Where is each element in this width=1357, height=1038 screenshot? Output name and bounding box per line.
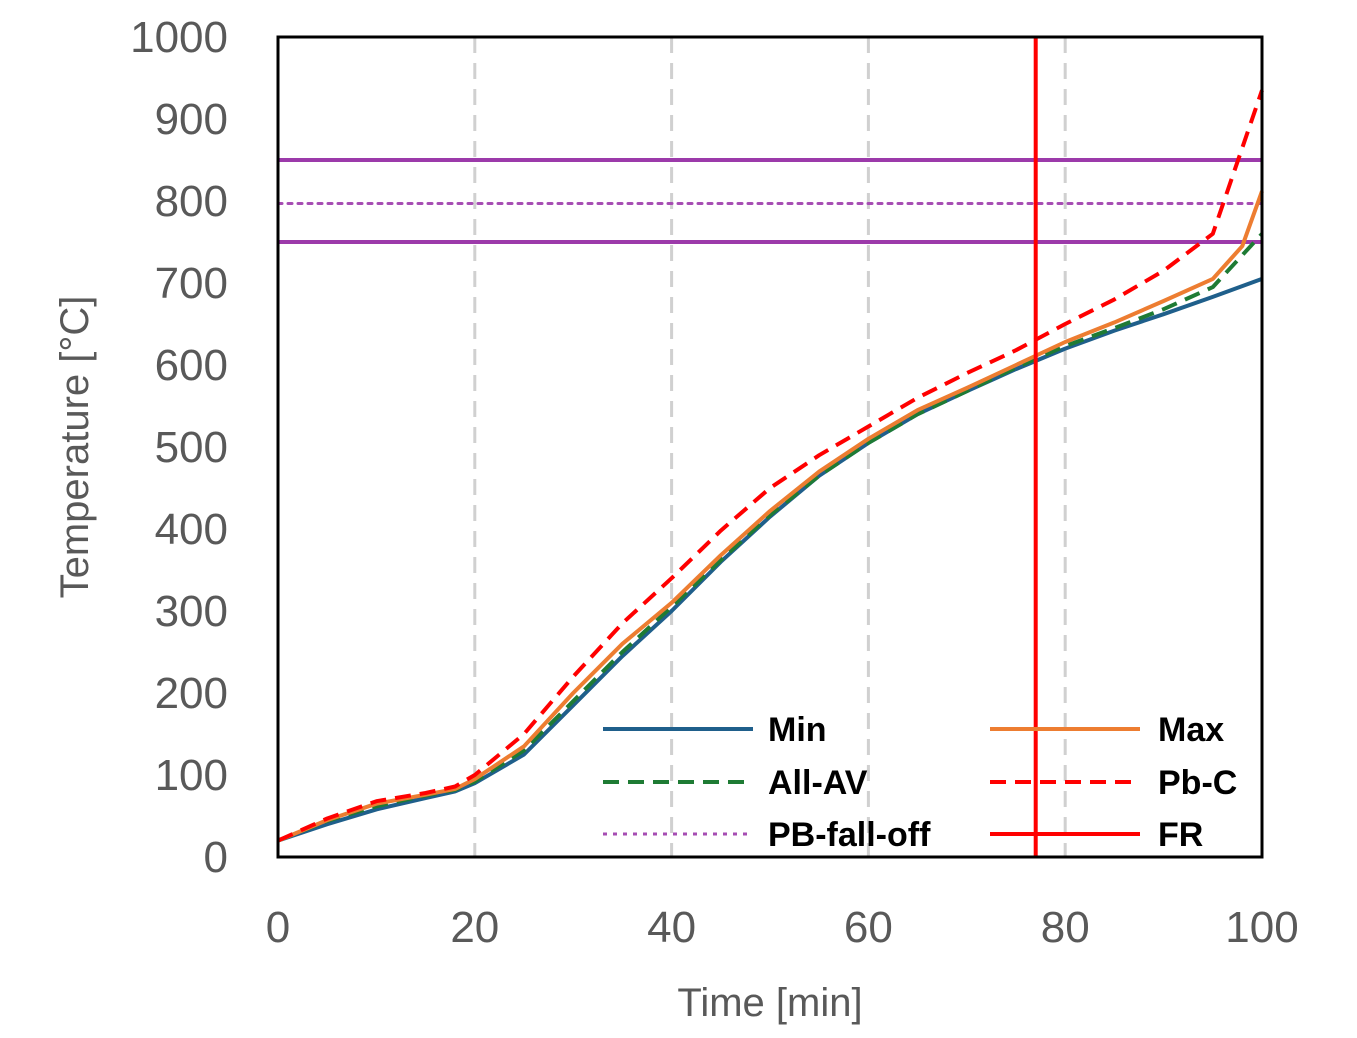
series-line-pb-c: [277, 89, 1264, 843]
series-line-max: [277, 190, 1264, 843]
y-tick-label-700: 700: [155, 259, 228, 308]
x-axis-title: Time [min]: [677, 981, 862, 1025]
y-axis-title: Temperature [°C]: [53, 296, 97, 599]
x-tick-label-100: 100: [1225, 903, 1298, 952]
plot-frame: [276, 35, 1264, 859]
y-tick-label-500: 500: [155, 423, 228, 472]
legend-label-min: Min: [768, 711, 827, 749]
legend: Min Max All-AV Pb-C PB-fall-off FR: [603, 711, 1237, 854]
y-tick-label-900: 900: [155, 95, 228, 144]
x-tick-label-20: 20: [450, 903, 499, 952]
y-tick-label-400: 400: [155, 505, 228, 554]
legend-label-max: Max: [1158, 711, 1224, 749]
y-tick-label-100: 100: [155, 751, 228, 800]
legend-label-pb-fall-off: PB-fall-off: [768, 816, 931, 854]
y-tick-label-0: 0: [204, 833, 228, 882]
x-tick-label-0: 0: [266, 903, 290, 952]
grid-layer: [473, 37, 1067, 857]
y-tick-label-800: 800: [155, 177, 228, 226]
y-tick-label-200: 200: [155, 669, 228, 718]
x-tick-label-80: 80: [1041, 903, 1090, 952]
reference-lines-layer: [278, 158, 1262, 244]
legend-label-fr: FR: [1158, 816, 1203, 854]
series-line-all-av: [277, 232, 1264, 843]
x-tick-label-60: 60: [844, 903, 893, 952]
series-layer: [276, 37, 1264, 857]
legend-label-pb-c: Pb-C: [1158, 764, 1237, 802]
x-tick-label-40: 40: [647, 903, 696, 952]
y-tick-label-1000: 1000: [130, 13, 228, 62]
y-tick-label-600: 600: [155, 341, 228, 390]
legend-label-all-av: All-AV: [768, 764, 868, 802]
tick-labels-layer: 0 100 200 300 400 500 600 700 800 900 1000 0 20 40 60 8…: [130, 13, 1299, 952]
series-line-min: [277, 277, 1263, 843]
y-tick-label-300: 300: [155, 587, 228, 636]
